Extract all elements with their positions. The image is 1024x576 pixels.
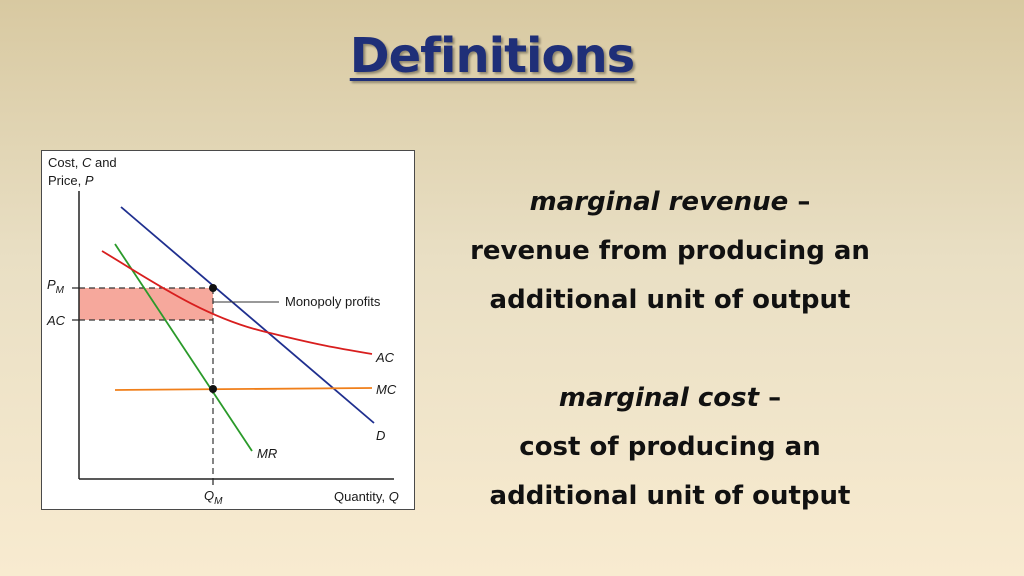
demand-curve <box>120 206 375 424</box>
y-axis-label-line2: Price, P <box>48 173 94 188</box>
ac-curve <box>101 250 373 355</box>
definition-text-line2: additional unit of output <box>489 285 851 315</box>
definition-term: marginal revenue <box>529 187 789 217</box>
y-axis-label-line1: Cost, C and <box>48 155 117 170</box>
definitions-panel: marginal revenue – revenue from producin… <box>440 178 900 570</box>
mc-curve <box>114 387 373 391</box>
definition-marginal-revenue: marginal revenue – revenue from producin… <box>440 178 900 325</box>
ac-tick-label: AC <box>46 313 66 328</box>
demand-curve-label: D <box>376 428 385 443</box>
pm-tick-label: PM <box>47 277 65 296</box>
definition-text-line1: revenue from producing an <box>470 236 870 266</box>
definition-dash: – <box>759 383 782 413</box>
profit-label: Monopoly profits <box>285 294 381 309</box>
mr-curve <box>114 243 253 452</box>
monopoly-graph: Cost, C and Price, P PM AC Monopoly prof… <box>46 155 399 507</box>
definition-term: marginal cost <box>558 383 760 413</box>
qm-tick-label: QM <box>204 488 223 507</box>
definition-term-line: marginal cost – <box>440 374 900 423</box>
monopoly-diagram: Cost, C and Price, P PM AC Monopoly prof… <box>41 150 415 510</box>
mr-mc-intersection-point <box>209 385 217 393</box>
definition-text-line2: additional unit of output <box>489 481 851 511</box>
monopoly-price-point <box>209 284 217 292</box>
ac-curve-label: AC <box>375 350 395 365</box>
mr-curve-label: MR <box>257 446 277 461</box>
definition-text-line1: cost of producing an <box>519 432 821 462</box>
mc-curve-label: MC <box>376 382 397 397</box>
definition-term-line: marginal revenue – <box>440 178 900 227</box>
definition-dash: – <box>788 187 811 217</box>
slide-title: Definitions <box>349 28 635 84</box>
x-axis-label: Quantity, Q <box>334 489 399 504</box>
definition-marginal-cost: marginal cost – cost of producing an add… <box>440 374 900 521</box>
